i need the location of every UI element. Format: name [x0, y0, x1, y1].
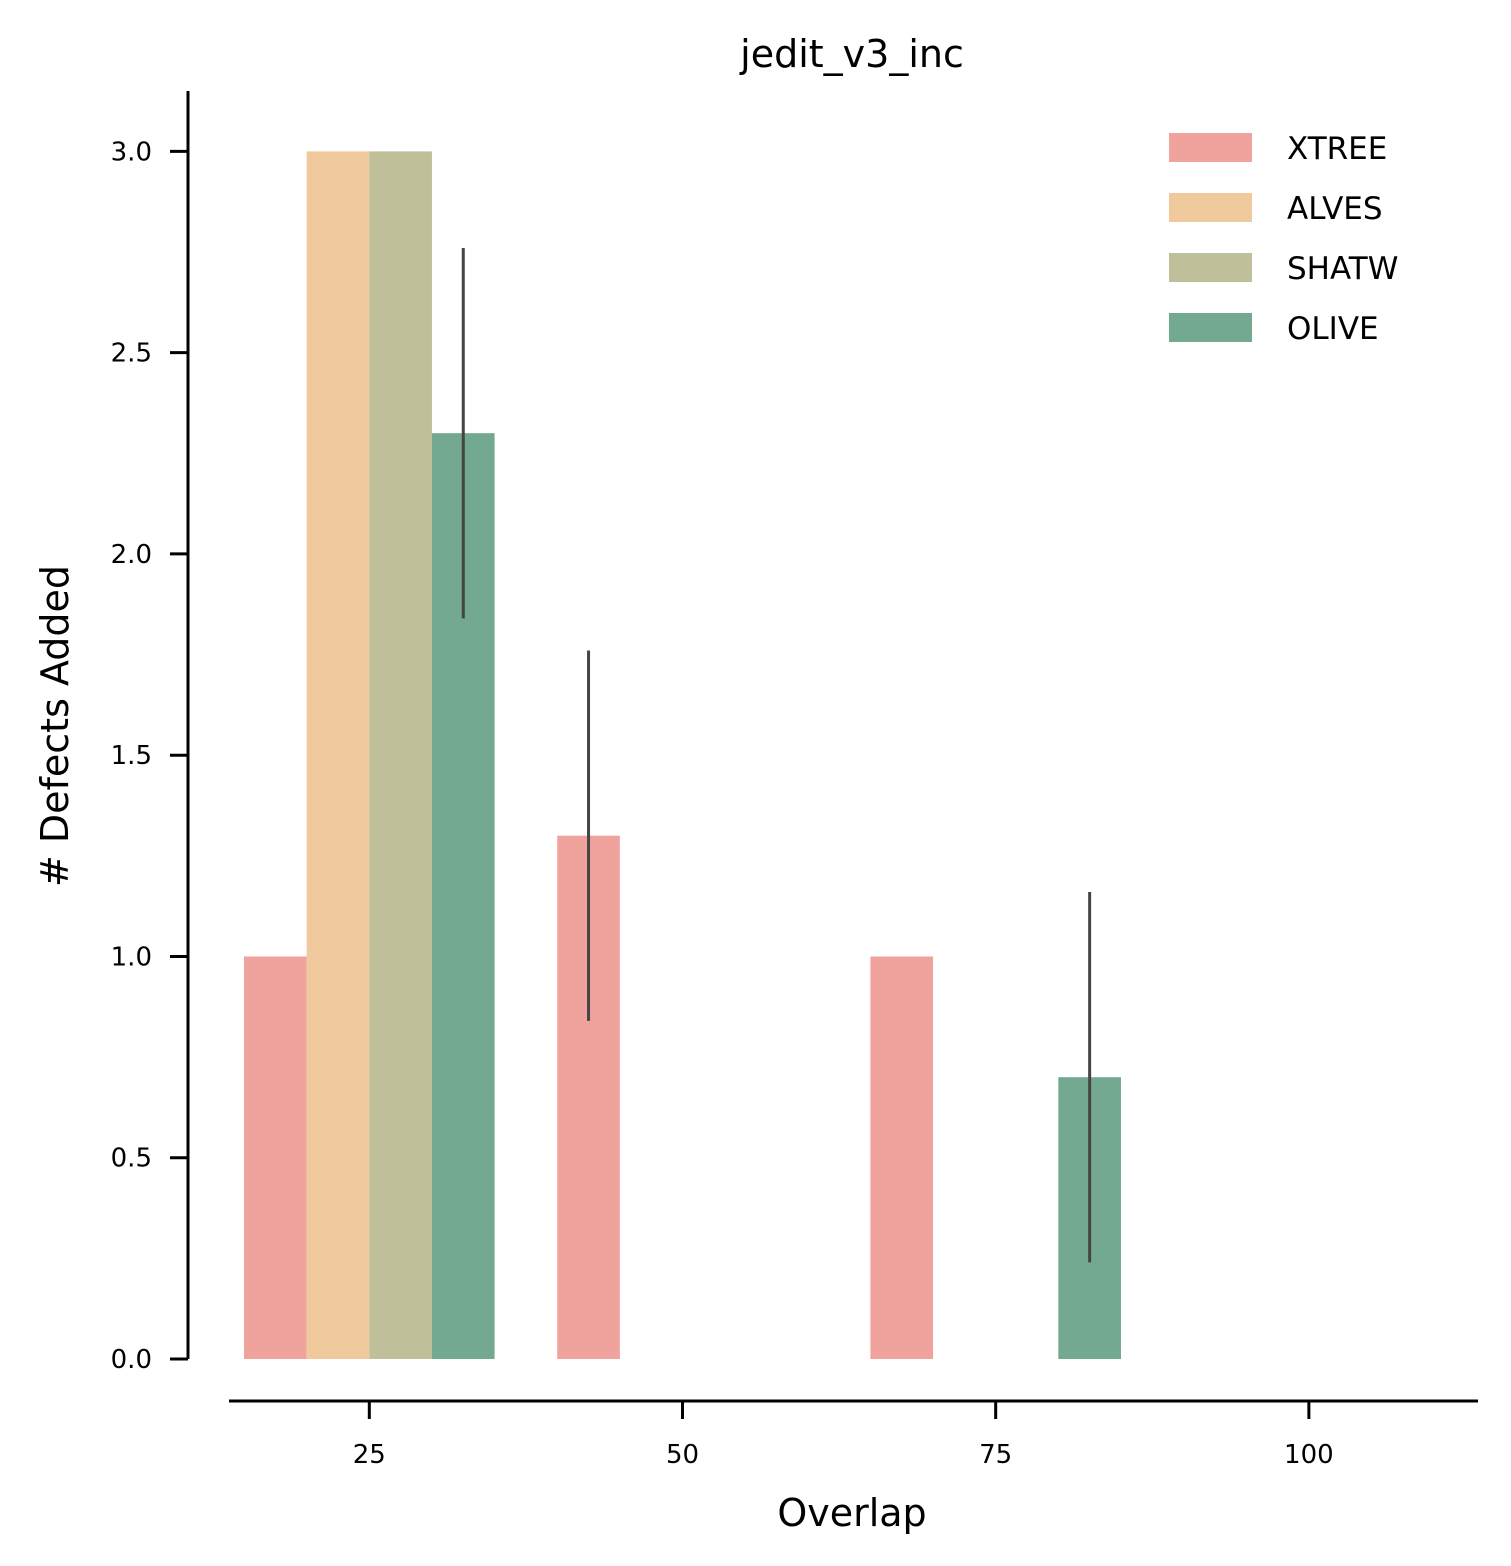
- y-tick-label: 1.0: [111, 942, 152, 972]
- legend-label-alves: ALVES: [1287, 191, 1383, 227]
- x-tick-label: 100: [1284, 1440, 1334, 1470]
- bar-xtree-0: [244, 956, 307, 1359]
- bars-layer: [244, 151, 1121, 1360]
- legend-swatch-alves: [1169, 193, 1252, 222]
- y-tick-label: 3.0: [111, 137, 152, 167]
- x-tick-label: 75: [979, 1440, 1012, 1470]
- y-tick-label: 2.5: [111, 339, 152, 369]
- y-ticks: 0.0 0.5 1.0 1.5 2.0 2.5 3.0: [111, 137, 188, 1375]
- bar-shatw-0: [369, 151, 432, 1359]
- legend-label-olive: OLIVE: [1287, 311, 1379, 347]
- legend-label-shatw: SHATW: [1287, 251, 1398, 287]
- bar-alves-0: [306, 151, 370, 1359]
- x-tick-label: 25: [353, 1440, 386, 1470]
- y-tick-label: 2.0: [111, 540, 152, 570]
- y-tick-label: 0.5: [111, 1144, 152, 1174]
- x-axis-label: Overlap: [777, 1491, 926, 1535]
- error-bars-layer: [461, 247, 1092, 1263]
- y-tick-label: 0.0: [111, 1345, 152, 1375]
- legend-label-xtree: XTREE: [1287, 131, 1387, 167]
- y-tick-label: 1.5: [111, 741, 152, 771]
- legend-swatch-xtree: [1169, 133, 1252, 162]
- x-tick-label: 50: [666, 1440, 699, 1470]
- legend-swatch-olive: [1169, 313, 1252, 342]
- chart-title: jedit_v3_inc: [739, 32, 964, 76]
- legend-swatch-shatw: [1169, 253, 1252, 282]
- x-ticks: 25 50 75 100: [353, 1401, 1334, 1470]
- bar-xtree-2: [870, 956, 934, 1359]
- y-axis-label: # Defects Added: [33, 565, 77, 887]
- legend: XTREE ALVES SHATW OLIVE: [1169, 131, 1398, 347]
